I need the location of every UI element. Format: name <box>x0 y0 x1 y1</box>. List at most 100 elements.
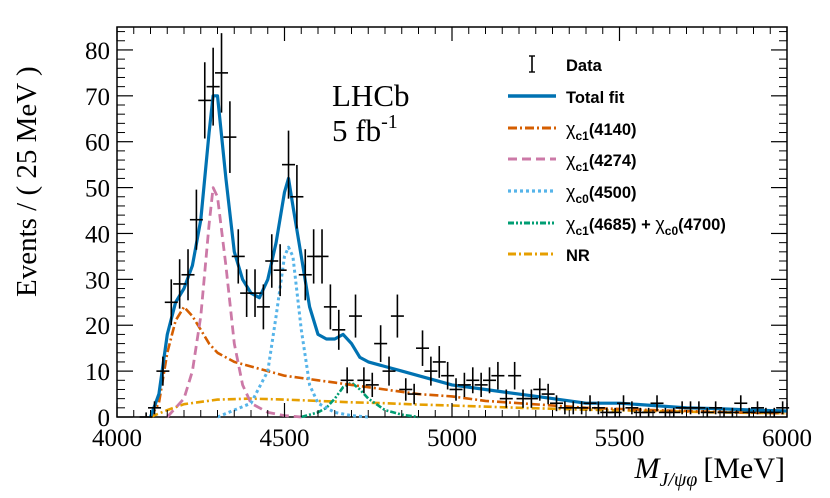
data-point <box>206 47 220 126</box>
data-point <box>164 279 178 326</box>
data-point <box>533 378 547 401</box>
legend-label-x4500: χc0(4500) <box>566 182 637 206</box>
legend-label-x4140: χc1(4140) <box>566 119 637 143</box>
data-point <box>432 346 446 378</box>
data-point <box>189 189 203 250</box>
luminosity-label: 5 fb-1 <box>332 111 398 148</box>
axis-ticks: 4000 4500 5000 5500 6000 0 10 20 30 40 50 60 70 80 <box>85 27 812 452</box>
data-point <box>282 130 296 199</box>
data-point <box>466 367 480 394</box>
legend-entry-x4140: χc1(4140) <box>508 119 637 143</box>
data-point <box>390 294 404 338</box>
curve-x4274 <box>166 186 302 419</box>
data-point <box>474 372 488 398</box>
x-tick-label: 4000 <box>92 425 142 452</box>
legend-entry-total: Total fit <box>508 89 625 107</box>
data-point <box>583 395 597 412</box>
legend-label-nr: NR <box>566 247 590 265</box>
y-tick-label: 60 <box>85 130 110 157</box>
data-point <box>273 244 287 297</box>
y-tick-label: 30 <box>85 267 110 294</box>
data-point <box>399 378 413 401</box>
data-point <box>508 361 522 390</box>
curve-x4685 <box>300 381 419 419</box>
y-tick-label: 0 <box>98 405 111 432</box>
data-point <box>332 309 346 350</box>
data-point <box>575 401 589 415</box>
legend-label-x4274: χc1(4274) <box>566 150 637 174</box>
data-point <box>441 361 455 390</box>
x-tick-label: 6000 <box>762 425 812 452</box>
data-point <box>491 361 505 390</box>
data-point <box>349 294 363 338</box>
data-point <box>625 401 639 415</box>
data-point <box>290 164 304 229</box>
data-point <box>550 395 564 412</box>
curve-x4500 <box>216 245 369 419</box>
data-point <box>231 229 245 284</box>
x-axis-label-subscript: J/ψφ <box>659 469 697 491</box>
x-axis-label: MJ/ψφ [MeV] <box>633 452 785 491</box>
experiment-label: LHCb <box>332 78 410 113</box>
data-point <box>650 395 664 412</box>
y-tick-label: 40 <box>85 221 110 248</box>
data-point <box>499 389 513 408</box>
x-tick-label: 5500 <box>595 425 645 452</box>
data-point <box>315 229 329 284</box>
data-point <box>323 284 337 330</box>
data-point <box>667 407 681 417</box>
data-point <box>215 33 229 113</box>
data-point <box>382 356 396 386</box>
legend-label-data: Data <box>566 57 603 75</box>
data-point <box>198 62 212 139</box>
data-point <box>541 383 555 405</box>
luminosity-exponent: -1 <box>381 111 398 133</box>
data-point <box>148 401 162 415</box>
x-tick-label: 5000 <box>427 425 477 452</box>
curve-x4140 <box>149 305 788 418</box>
x-tick-label: 4500 <box>260 425 310 452</box>
data-point <box>248 269 262 317</box>
y-axis-label: Events / ( 25 MeV ) <box>11 66 43 297</box>
data-point <box>709 401 723 415</box>
x-axis-label-unit: [MeV] <box>703 452 785 485</box>
data-point <box>173 259 187 309</box>
data-point <box>692 401 706 415</box>
data-point <box>483 367 497 394</box>
data-point <box>524 389 538 408</box>
y-tick-label: 80 <box>85 38 110 65</box>
data-point <box>424 356 438 386</box>
data-point <box>265 234 279 288</box>
y-tick-label: 10 <box>85 359 110 386</box>
data-point <box>734 395 748 412</box>
legend-entry-nr: NR <box>508 247 590 265</box>
legend-entry-x4500: χc0(4500) <box>508 182 637 206</box>
legend-label-total: Total fit <box>566 89 625 107</box>
data-point <box>223 101 237 173</box>
legend-label-x4685: χc1(4685) + χc0(4700) <box>566 214 726 238</box>
data-point <box>374 325 388 362</box>
data-point <box>365 372 379 398</box>
data-point <box>298 249 312 301</box>
data-point <box>181 249 195 301</box>
legend: Data Total fit χc1(4140) χc1(4274) χc0(4500)… <box>508 55 726 265</box>
data-point <box>449 378 463 401</box>
y-tick-label: 20 <box>85 313 110 340</box>
data-point <box>407 383 421 405</box>
legend-entry-x4274: χc1(4274) <box>508 150 637 174</box>
legend-entry-data: Data <box>529 55 603 75</box>
y-tick-label: 70 <box>85 84 110 111</box>
fit-curves <box>148 94 788 419</box>
data-point <box>457 372 471 398</box>
data-point <box>156 356 170 386</box>
data-points <box>139 33 790 418</box>
data-point <box>357 367 371 394</box>
data-point <box>751 401 765 415</box>
curve-total <box>148 94 788 418</box>
data-point <box>416 330 430 366</box>
y-tick-label: 50 <box>85 176 110 203</box>
data-point <box>340 367 354 394</box>
data-point <box>591 401 605 415</box>
legend-entry-x4685: χc1(4685) + χc0(4700) <box>508 214 726 238</box>
